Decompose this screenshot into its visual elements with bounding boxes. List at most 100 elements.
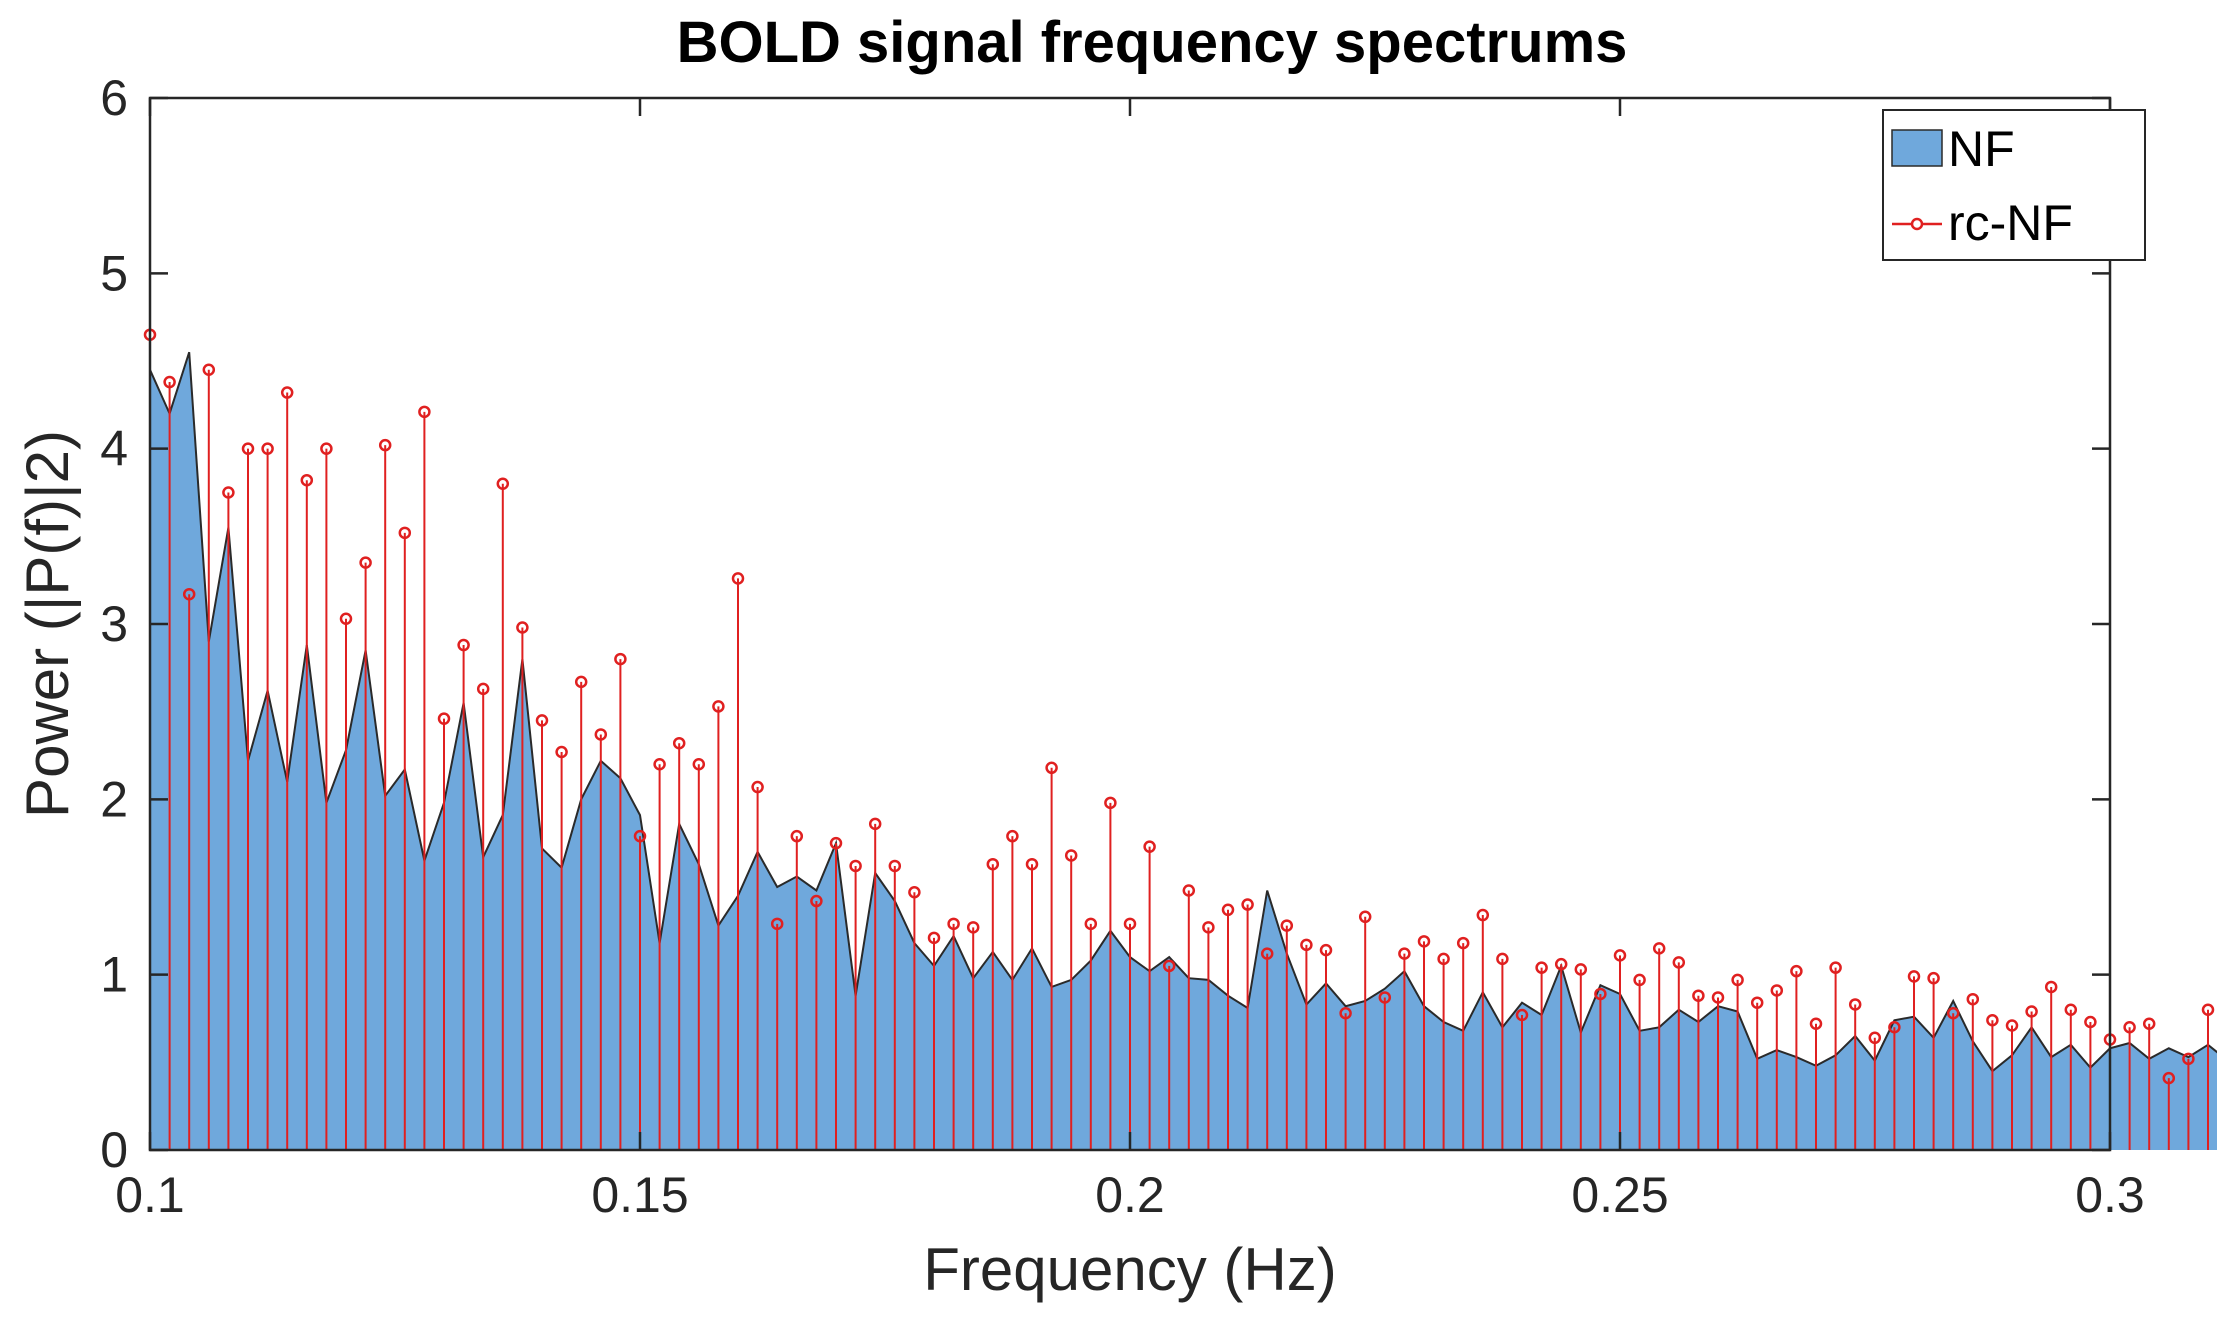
- y-tick-label: 4: [100, 421, 128, 477]
- rc-nf-marker: [1829, 961, 1842, 974]
- legend-swatch-nf: [1891, 129, 1943, 167]
- rc-nf-marker: [1084, 917, 1098, 931]
- rc-nf-marker: [868, 817, 882, 831]
- rc-nf-marker: [2182, 1052, 2195, 1066]
- rc-nf-marker: [1594, 987, 1607, 1001]
- rc-nf-marker: [1417, 935, 1431, 948]
- rc-nf-marker: [829, 836, 843, 850]
- rc-nf-marker: [712, 700, 725, 713]
- rc-nf-marker: [2142, 1017, 2156, 1031]
- rc-nf-marker: [1613, 949, 1627, 962]
- y-tick-label: 2: [100, 771, 128, 827]
- rc-nf-marker: [300, 473, 314, 487]
- y-tick-label: 1: [100, 947, 128, 1003]
- rc-nf-marker: [1731, 973, 1744, 987]
- x-tick-label: 0.25: [1571, 1167, 1668, 1223]
- rc-nf-marker: [1868, 1031, 1882, 1045]
- rc-nf-marker: [1045, 761, 1058, 775]
- rc-nf-marker: [280, 386, 294, 399]
- rc-nf-marker: [457, 638, 470, 652]
- legend-marker-rc-nf: [1910, 217, 1924, 231]
- rc-nf-marker: [555, 745, 568, 759]
- rc-nf-marker: [1456, 936, 1470, 950]
- rc-nf-marker: [1711, 991, 1725, 1004]
- rc-nf-marker: [1515, 1008, 1529, 1022]
- rc-nf-marker: [476, 682, 490, 696]
- rc-nf-marker: [1182, 884, 1196, 897]
- rc-nf-marker: [1946, 1006, 1960, 1020]
- rc-nf-marker: [1064, 849, 1078, 862]
- rc-nf-marker: [692, 758, 706, 771]
- rc-nf-marker: [1378, 991, 1392, 1004]
- rc-nf-marker: [418, 405, 431, 419]
- rc-nf-marker: [1398, 947, 1411, 960]
- rc-nf-marker: [1476, 908, 1490, 922]
- rc-nf-marker: [986, 857, 1000, 871]
- rc-nf-marker: [1790, 964, 1803, 978]
- rc-nf-marker: [633, 829, 647, 843]
- rc-nf-marker: [1809, 1017, 1823, 1031]
- rc-nf-marker: [1241, 898, 1254, 911]
- x-tick-label: 0.3: [2075, 1167, 2145, 1223]
- nf-area: [150, 352, 2217, 1150]
- y-axis-label: Power (|P(f)|2): [14, 430, 81, 818]
- rc-nf-marker: [1339, 1006, 1352, 1020]
- rc-nf-marker: [594, 728, 608, 741]
- rc-nf-marker: [1202, 921, 1215, 934]
- rc-nf-marker: [1927, 971, 1940, 985]
- rc-nf-marker: [2084, 1015, 2097, 1029]
- rc-nf-marker: [1104, 796, 1117, 810]
- rc-nf-marker: [1260, 947, 1274, 960]
- y-tick-label: 5: [100, 245, 128, 301]
- rc-nf-marker: [163, 375, 176, 389]
- rc-nf-marker: [1535, 961, 1548, 974]
- x-tick-label: 0.15: [591, 1167, 688, 1223]
- rc-nf-marker: [1280, 919, 1294, 932]
- rc-nf-marker: [496, 477, 510, 490]
- rc-nf-marker: [947, 917, 960, 931]
- rc-nf-marker: [908, 886, 921, 899]
- rc-nf-marker: [1554, 957, 1568, 971]
- rc-nf-marker: [339, 612, 353, 625]
- rc-nf-marker: [574, 675, 588, 689]
- rc-nf-marker: [1025, 857, 1039, 871]
- rc-nf-marker: [320, 442, 333, 455]
- y-tick-label: 3: [100, 596, 128, 652]
- rc-nf-marker: [2162, 1071, 2176, 1085]
- legend-label-nf: NF: [1948, 121, 2015, 177]
- rc-nf-marker: [1300, 938, 1313, 952]
- rc-nf-marker: [888, 859, 902, 873]
- rc-nf-marker: [202, 363, 216, 377]
- rc-nf-marker: [1143, 840, 1156, 853]
- rc-nf-marker: [241, 442, 255, 455]
- rc-nf-marker: [1848, 998, 1862, 1011]
- rc-nf-marker: [731, 572, 745, 585]
- nf-area-edge: [149, 351, 2217, 1073]
- rc-nf-marker: [516, 621, 529, 634]
- rc-nf-marker: [1986, 1014, 1999, 1027]
- rc-nf-marker: [1221, 903, 1235, 917]
- rc-nf-marker: [1888, 1021, 1901, 1034]
- rc-nf-marker: [1006, 829, 1019, 843]
- rc-nf-marker: [1437, 952, 1450, 966]
- rc-nf-marker: [535, 714, 549, 727]
- x-tick-label: 0.1: [115, 1167, 185, 1223]
- rc-nf-marker: [1162, 959, 1176, 973]
- rc-nf-marker: [1907, 970, 1921, 983]
- rc-nf-marker: [1358, 910, 1372, 924]
- rc-nf-marker: [653, 758, 666, 771]
- rc-nf-marker: [182, 587, 196, 601]
- y-tick-label: 0: [100, 1122, 128, 1178]
- axis-ticks: 0.1 0.15 0.2 0.25 0.3 0 1 2 3 4 5 6: [100, 70, 2145, 1223]
- rc-nf-marker: [1319, 943, 1333, 957]
- rc-nf-marker: [437, 712, 451, 725]
- rc-nf-marker: [2044, 980, 2058, 994]
- rc-nf-marker: [2064, 1003, 2078, 1016]
- rc-nf-marker: [810, 894, 823, 908]
- rc-nf-marker: [378, 438, 392, 452]
- rc-nf-marker: [927, 931, 941, 945]
- rc-nf-marker: [966, 921, 980, 934]
- rc-nf-marker: [1652, 942, 1666, 955]
- legend: NF rc-NF: [1882, 109, 2146, 261]
